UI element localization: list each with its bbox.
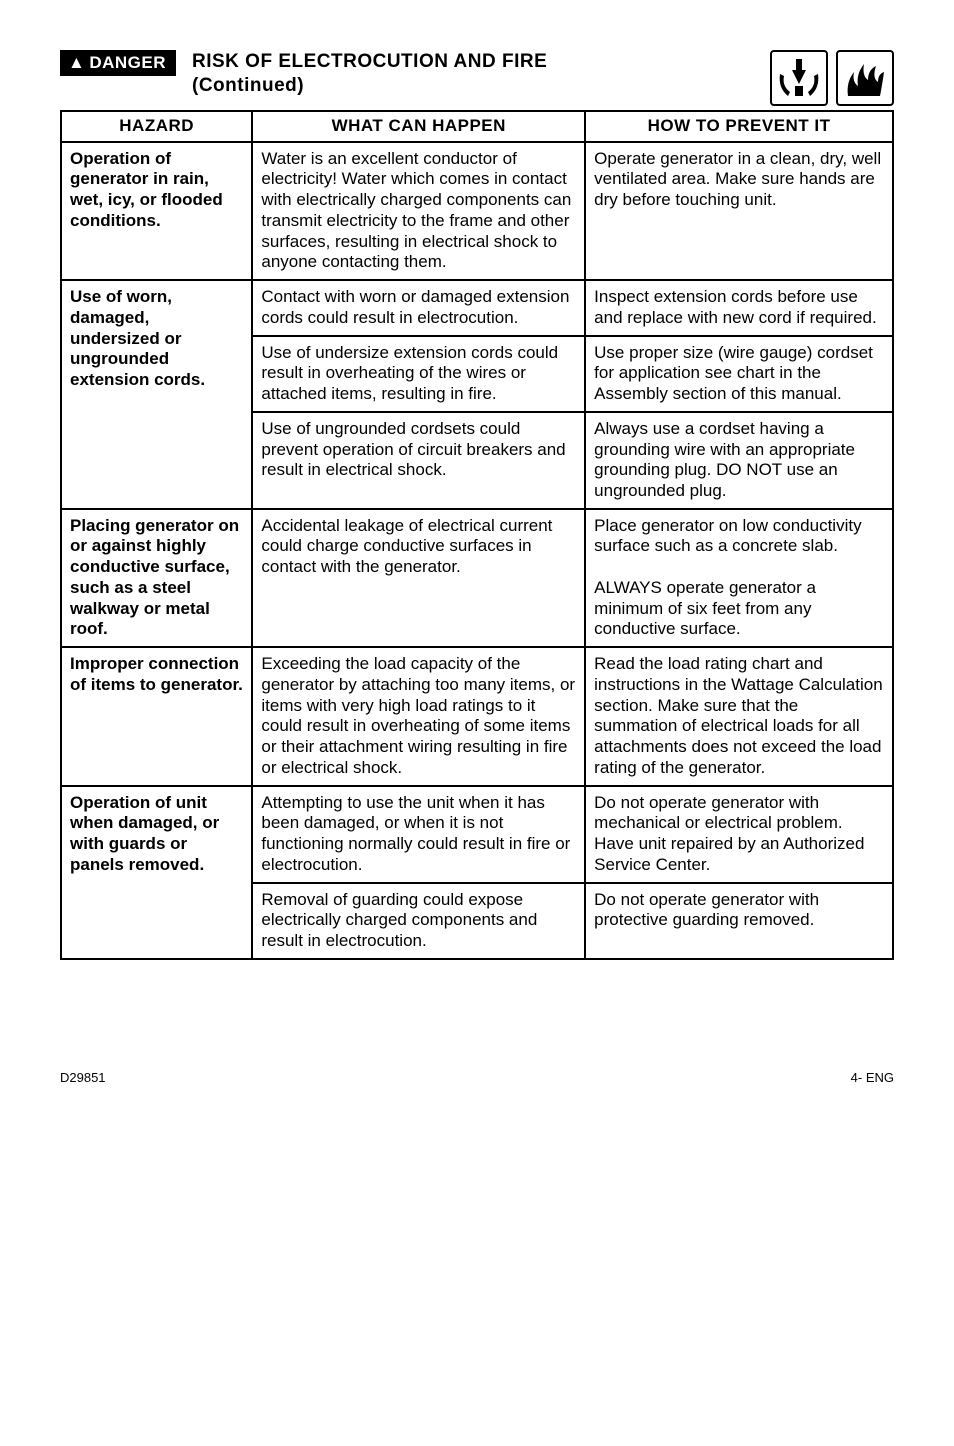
hazard-cell: Improper connection of items to generato… [61, 647, 252, 785]
col-what: WHAT CAN HAPPEN [252, 111, 585, 142]
hazard-cell: Operation of unit when damaged, or with … [61, 786, 252, 959]
table-row: Operation of unit when damaged, or with … [61, 786, 893, 883]
col-prevent: HOW TO PREVENT IT [585, 111, 893, 142]
what-cell: Use of ungrounded cordsets could prevent… [252, 412, 585, 509]
hazard-table: HAZARD WHAT CAN HAPPEN HOW TO PREVENT IT… [60, 110, 894, 960]
table-header-row: HAZARD WHAT CAN HAPPEN HOW TO PREVENT IT [61, 111, 893, 142]
what-cell: Water is an excellent conductor of elect… [252, 142, 585, 280]
prevent-cell: Always use a cordset having a grounding … [585, 412, 893, 509]
hazard-cell: Use of worn, damaged, undersized or ungr… [61, 280, 252, 509]
prevent-cell: Read the load rating chart and instructi… [585, 647, 893, 785]
danger-label: DANGER [89, 53, 166, 72]
prevent-cell: Inspect extension cords before use and r… [585, 280, 893, 335]
hazard-cell: Placing generator on or against highly c… [61, 509, 252, 647]
what-cell: Use of undersize extension cords could r… [252, 336, 585, 412]
danger-badge: ▲DANGER [60, 50, 176, 76]
fire-icon [836, 50, 894, 106]
prevent-cell: Use proper size (wire gauge) cordset for… [585, 336, 893, 412]
prevent-cell: Do not operate generator with protective… [585, 883, 893, 959]
prevent-cell: Operate generator in a clean, dry, well … [585, 142, 893, 280]
title-block: RISK OF ELECTROCUTION AND FIRE (Continue… [192, 50, 754, 98]
footer-right: 4- ENG [851, 1070, 894, 1085]
what-cell: Removal of guarding could expose electri… [252, 883, 585, 959]
warning-triangle-icon: ▲ [68, 53, 85, 73]
hazard-cell: Operation of generator in rain, wet, icy… [61, 142, 252, 280]
what-cell: Accidental leakage of electrical current… [252, 509, 585, 647]
table-row: Placing generator on or against highly c… [61, 509, 893, 647]
what-cell: Attempting to use the unit when it has b… [252, 786, 585, 883]
title-line1: RISK OF ELECTROCUTION AND FIRE [192, 50, 754, 74]
what-cell: Contact with worn or damaged extension c… [252, 280, 585, 335]
what-cell: Exceeding the load capacity of the gener… [252, 647, 585, 785]
header-row: ▲DANGER RISK OF ELECTROCUTION AND FIRE (… [60, 50, 894, 106]
hazard-icons [770, 50, 894, 106]
prevent-cell: Do not operate generator with mechanical… [585, 786, 893, 883]
footer: D29851 4- ENG [60, 1070, 894, 1085]
footer-left: D29851 [60, 1070, 106, 1085]
prevent-cell: Place generator on low conductivity surf… [585, 509, 893, 647]
table-row: Operation of generator in rain, wet, icy… [61, 142, 893, 280]
title-line2: (Continued) [192, 74, 754, 98]
prevent-text-b: ALWAYS operate generator a minimum of si… [594, 578, 816, 638]
shock-icon [770, 50, 828, 106]
prevent-text-a: Place generator on low conductivity surf… [594, 516, 861, 556]
table-row: Improper connection of items to generato… [61, 647, 893, 785]
col-hazard: HAZARD [61, 111, 252, 142]
table-row: Use of worn, damaged, undersized or ungr… [61, 280, 893, 335]
